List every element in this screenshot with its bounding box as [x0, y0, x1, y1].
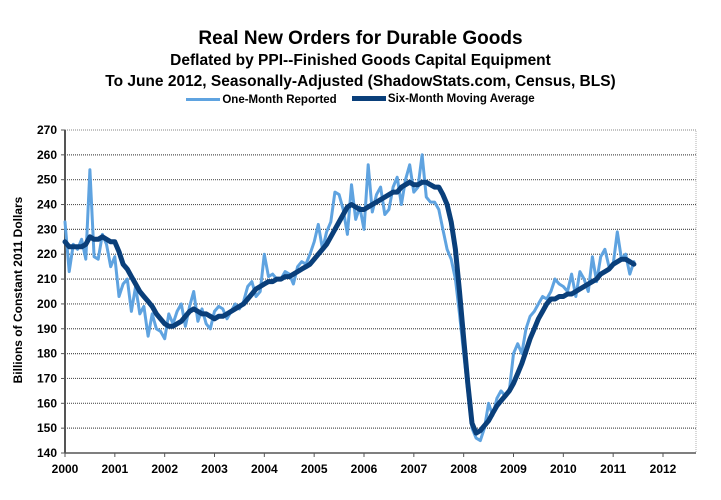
x-tick-label: 2002	[151, 462, 178, 476]
series-lines	[62, 153, 637, 443]
series-line-six-month-moving-average	[62, 179, 637, 436]
x-tick-label: 2009	[500, 462, 527, 476]
legend: One-Month Reported Six-Month Moving Aver…	[0, 92, 721, 106]
legend-item-one-month: One-Month Reported	[186, 93, 337, 106]
x-tick-label: 2007	[400, 462, 427, 476]
x-tick-label: 2000	[52, 462, 79, 476]
x-tick-label: 2004	[251, 462, 278, 476]
legend-swatch-one-month	[186, 98, 221, 101]
x-tick-label: 2011	[600, 462, 626, 476]
y-tick-label: 250	[37, 173, 57, 187]
legend-swatch-six-month	[351, 96, 386, 101]
plot-border	[64, 129, 697, 454]
legend-item-six-month: Six-Month Moving Average	[351, 92, 535, 105]
legend-label-six-month: Six-Month Moving Average	[387, 92, 535, 105]
x-tick-label: 2012	[650, 462, 677, 476]
series-line-one-month-reported	[63, 153, 636, 443]
y-tick-label: 180	[37, 347, 57, 361]
y-tick-label: 200	[37, 297, 57, 311]
x-tick-label: 2008	[450, 462, 477, 476]
chart-subtitle-1: Deflated by PPI--Finished Goods Capital …	[170, 52, 551, 69]
y-tick-label: 270	[37, 123, 57, 137]
y-tick-label: 230	[37, 222, 57, 236]
y-tick-label: 150	[37, 421, 57, 435]
x-tick-label: 2005	[301, 462, 328, 476]
y-tick-label: 210	[37, 272, 57, 286]
legend-label-one-month: One-Month Reported	[222, 93, 337, 106]
axes	[61, 129, 697, 457]
y-tick-label: 240	[37, 198, 57, 212]
y-tick-label: 170	[37, 371, 57, 385]
chart-title: Real New Orders for Durable Goods	[198, 28, 523, 49]
x-tick-label: 2010	[550, 462, 577, 476]
y-tick-label: 260	[37, 148, 57, 162]
y-tick-label: 160	[37, 396, 57, 410]
x-tick-label: 2003	[201, 462, 228, 476]
y-tick-label: 190	[37, 322, 57, 336]
chart-subtitle-2: To June 2012, Seasonally-Adjusted (Shado…	[105, 73, 616, 90]
gridlines	[65, 129, 696, 429]
tick-labels: 140 150 160 170 180 190 200 210 220 230 240 250 260 2…	[37, 123, 677, 476]
x-tick-label: 2001	[101, 462, 128, 476]
x-tick-label: 2006	[351, 462, 378, 476]
y-tick-label: 140	[37, 446, 57, 460]
y-axis-label: Billions of Constant 2011 Dollars	[11, 196, 25, 383]
y-tick-label: 220	[37, 247, 57, 261]
